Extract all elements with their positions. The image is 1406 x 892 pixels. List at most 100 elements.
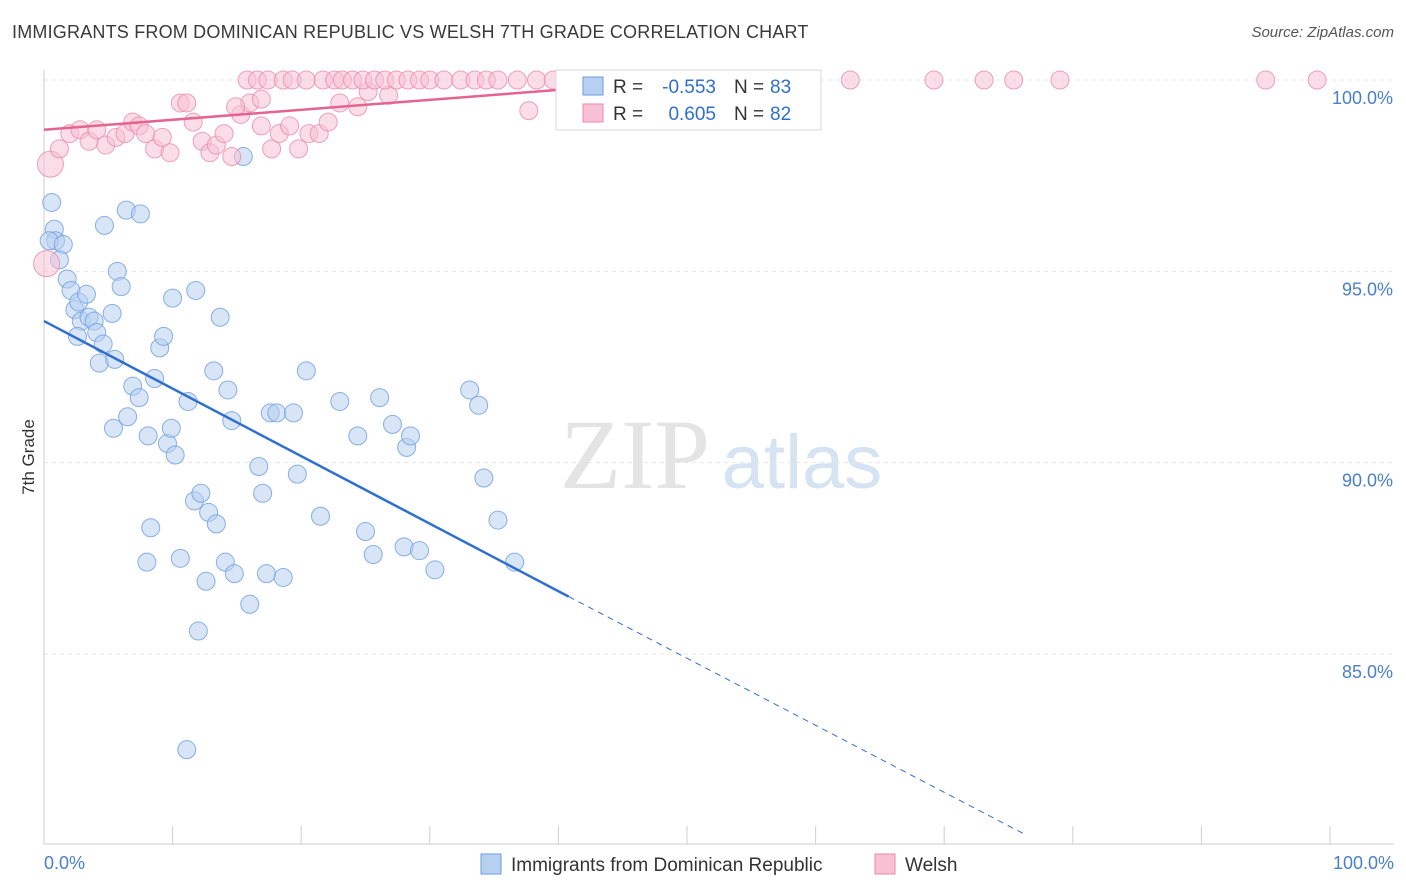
dominican-point xyxy=(204,361,224,381)
dominican-point xyxy=(103,418,123,438)
x-tick-label-max: 100.0% xyxy=(1333,853,1394,873)
legend-swatch-welsh xyxy=(582,103,604,123)
legend-n-label-1: N = xyxy=(734,77,764,98)
dominican-point xyxy=(93,334,113,354)
dominican-point xyxy=(256,564,276,584)
gridlines xyxy=(44,79,1394,655)
dominican-point xyxy=(137,552,157,572)
dominican-point xyxy=(383,414,403,434)
legend-r-value-2: 0.605 xyxy=(668,104,716,125)
dominican-point xyxy=(165,445,185,465)
dominican-point xyxy=(287,464,307,484)
dominican-point xyxy=(273,567,293,587)
dominican-point xyxy=(196,571,216,591)
y-tick-label-85: 85.0% xyxy=(1342,662,1393,682)
dominican-point xyxy=(370,388,390,408)
stats-legend: R = -0.553 N = 83 R = 0.605 N = 82 xyxy=(555,69,822,131)
welsh-point xyxy=(152,127,172,147)
x-ticks xyxy=(43,826,1331,844)
dominican-point xyxy=(253,483,273,503)
welsh-point xyxy=(280,116,300,136)
legend-n-label-2: N = xyxy=(734,104,764,125)
dominican-point xyxy=(102,303,122,323)
dominican-point xyxy=(191,483,211,503)
dominican-point xyxy=(283,403,303,423)
chart-title: IMMIGRANTS FROM DOMINICAN REPUBLIC VS WE… xyxy=(12,22,809,42)
welsh-point xyxy=(330,93,350,113)
series-legend: Immigrants from Dominican Republic Welsh xyxy=(480,853,957,876)
dominican-point xyxy=(249,456,269,476)
legend-n-value-2: 82 xyxy=(770,104,791,125)
dominican-point xyxy=(177,740,197,760)
welsh-point xyxy=(924,70,944,90)
dominican-point xyxy=(138,426,158,446)
dominican-point xyxy=(469,395,489,415)
series-welsh-points xyxy=(33,70,1327,278)
legend-r-label-2: R = xyxy=(613,104,643,125)
welsh-point xyxy=(318,112,338,132)
dominican-point xyxy=(188,621,208,641)
legend-swatch-dominican xyxy=(582,76,604,96)
dominican-point xyxy=(141,518,161,538)
points-layer xyxy=(33,70,1327,760)
welsh-point xyxy=(251,116,271,136)
dominican-point xyxy=(363,545,383,565)
dominican-point xyxy=(118,407,138,427)
x-tick-label-min: 0.0% xyxy=(44,853,85,873)
welsh-point xyxy=(1004,70,1024,90)
welsh-point xyxy=(519,101,539,121)
dominican-point xyxy=(224,564,244,584)
dominican-point xyxy=(161,418,181,438)
legend-r-label-1: R = xyxy=(613,77,643,98)
dominican-point xyxy=(401,426,421,446)
welsh-point xyxy=(177,93,197,113)
dominican-point xyxy=(425,560,445,580)
bottom-legend-swatch-dominican xyxy=(480,853,502,875)
bottom-legend-swatch-welsh xyxy=(874,853,896,875)
welsh-point xyxy=(527,70,547,90)
welsh-point xyxy=(488,70,508,90)
dominican-point xyxy=(296,361,316,381)
dominican-point xyxy=(42,192,62,212)
welsh-point xyxy=(1050,70,1070,90)
dominican-trend-line xyxy=(43,319,570,598)
dominican-point xyxy=(330,391,350,411)
welsh-point xyxy=(1256,70,1276,90)
dominican-point xyxy=(474,468,494,488)
dominican-point xyxy=(111,277,131,297)
dominican-point xyxy=(218,380,238,400)
dominican-point xyxy=(94,215,114,235)
y-tick-label-90: 90.0% xyxy=(1342,471,1393,491)
dominican-point xyxy=(310,506,330,526)
welsh-point xyxy=(434,70,454,90)
welsh-point xyxy=(214,124,234,144)
bottom-legend-label-welsh: Welsh xyxy=(905,855,957,876)
bottom-legend-label-dominican: Immigrants from Dominican Republic xyxy=(511,855,823,876)
dominican-point xyxy=(206,514,226,534)
dominican-point xyxy=(154,326,174,346)
welsh-point xyxy=(251,89,271,109)
dominican-point xyxy=(267,403,287,423)
axes xyxy=(43,70,1394,845)
series-dominican-points xyxy=(39,147,525,760)
watermark: ZIP atlas xyxy=(560,399,882,510)
watermark-atlas: atlas xyxy=(722,420,883,505)
welsh-point xyxy=(262,139,282,159)
legend-n-value-1: 83 xyxy=(770,77,791,98)
welsh-point xyxy=(183,112,203,132)
dominican-point xyxy=(488,510,508,530)
welsh-point xyxy=(974,70,994,90)
dominican-point xyxy=(348,426,368,446)
legend-r-value-1: -0.553 xyxy=(662,77,716,98)
welsh-point xyxy=(840,70,860,90)
welsh-point xyxy=(49,139,69,159)
dominican-trend-extension xyxy=(568,596,1025,835)
welsh-point xyxy=(226,97,246,117)
watermark-zip: ZIP xyxy=(560,399,710,510)
dominican-point xyxy=(460,380,480,400)
dominican-point xyxy=(178,391,198,411)
welsh-point xyxy=(33,250,61,278)
y-axis-label: 7th Grade xyxy=(19,419,38,495)
dominican-point xyxy=(410,541,430,561)
welsh-point xyxy=(1307,70,1327,90)
